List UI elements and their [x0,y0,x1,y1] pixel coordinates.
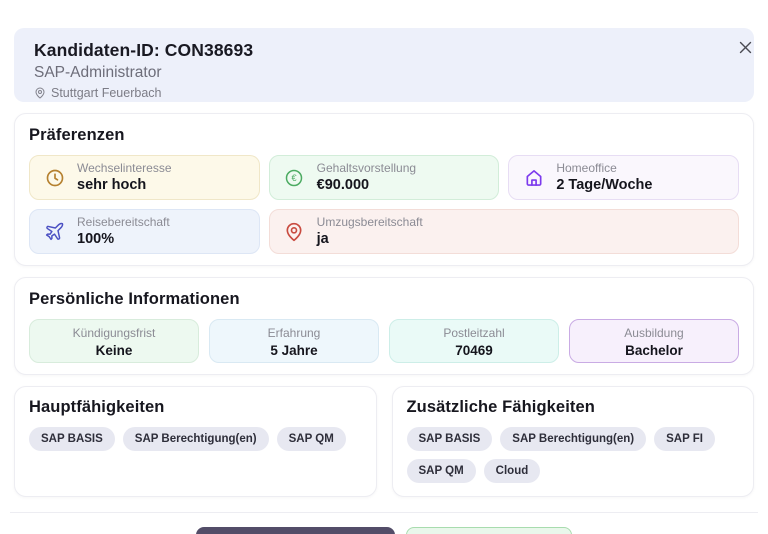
svg-text:€: € [292,173,297,183]
skill-tag: SAP FI [654,427,715,451]
skill-tag: SAP QM [276,427,346,451]
preferences-section: Präferenzen Wechselinteresse sehr hoch € [14,113,754,266]
view-cart-button[interactable]: Warenkorb ansehen [405,527,573,534]
info-label: Kündigungsfrist [72,326,156,340]
main-skills-title: Hauptfähigkeiten [29,398,165,416]
additional-skills-title: Zusätzliche Fähigkeiten [406,398,595,416]
personal-info-title: Persönliche Informationen [29,290,240,308]
home-icon [523,167,544,188]
info-card-erfahrung: Erfahrung 5 Jahre [209,319,379,363]
info-card-ausbildung: Ausbildung Bachelor [569,319,739,363]
map-pin-icon [284,221,305,242]
info-label: Ausbildung [624,326,684,340]
info-value: Bachelor [625,343,683,358]
close-button[interactable] [734,36,756,58]
preference-card-wechselinteresse: Wechselinteresse sehr hoch [29,155,260,200]
preference-card-homeoffice: Homeoffice 2 Tage/Woche [508,155,739,200]
skill-tag: SAP BASIS [406,427,493,451]
clock-icon [44,167,65,188]
preference-value: 100% [77,231,115,247]
info-value: 70469 [455,343,493,358]
skill-tag: SAP QM [406,459,476,483]
euro-circle-icon: € [284,167,305,188]
info-value: 5 Jahre [270,343,318,358]
skill-tag: SAP Berechtigung(en) [500,427,647,451]
preference-card-umzugsbereitschaft: Umzugsbereitschaft ja [268,209,739,254]
job-title: SAP-Administrator [34,64,162,81]
plane-icon [44,221,65,242]
preference-card-gehaltsvorstellung: € Gehaltsvorstellung €90.000 [268,155,500,200]
footer-divider [10,512,758,513]
skill-tag: SAP BASIS [29,427,115,451]
close-icon [739,41,751,53]
preference-label: Reisebereitschaft [77,215,170,229]
info-value: Keine [95,343,133,358]
preferences-title: Präferenzen [29,126,125,144]
preference-value: ja [316,231,329,247]
preference-label: Wechselinteresse [77,161,172,175]
footer-actions: + Zum Kandidatenkorb Warenkorb ansehen [0,513,768,534]
preference-label: Homeoffice [556,161,617,175]
candidate-id-title: Kandidaten-ID: CON38693 [34,40,254,60]
info-card-kuendigungsfrist: Kündigungsfrist Keine [29,319,199,363]
personal-info-section: Persönliche Informationen Kündigungsfris… [14,277,754,375]
preference-value: 2 Tage/Woche [556,177,653,193]
info-label: Postleitzahl [443,326,505,340]
add-to-candidate-cart-button[interactable]: + Zum Kandidatenkorb [195,527,395,534]
preference-value: sehr hoch [77,177,147,193]
preference-value: €90.000 [316,177,370,193]
preference-label: Gehaltsvorstellung [316,161,417,175]
info-card-postleitzahl: Postleitzahl 70469 [389,319,559,363]
location-text: Stuttgart Feuerbach [51,86,162,100]
location-pin-icon [35,87,45,99]
preference-label: Umzugsbereitschaft [316,215,423,229]
candidate-header: Kandidaten-ID: CON38693 SAP-Administrato… [14,28,754,102]
additional-skills-section: Zusätzliche Fähigkeiten SAP BASIS SAP Be… [391,386,754,497]
skill-tag: Cloud [483,459,541,483]
preference-card-reisebereitschaft: Reisebereitschaft 100% [29,209,260,254]
skill-tag: SAP Berechtigung(en) [122,427,269,451]
main-skills-section: Hauptfähigkeiten SAP BASIS SAP Berechtig… [14,386,377,497]
info-label: Erfahrung [267,326,321,340]
